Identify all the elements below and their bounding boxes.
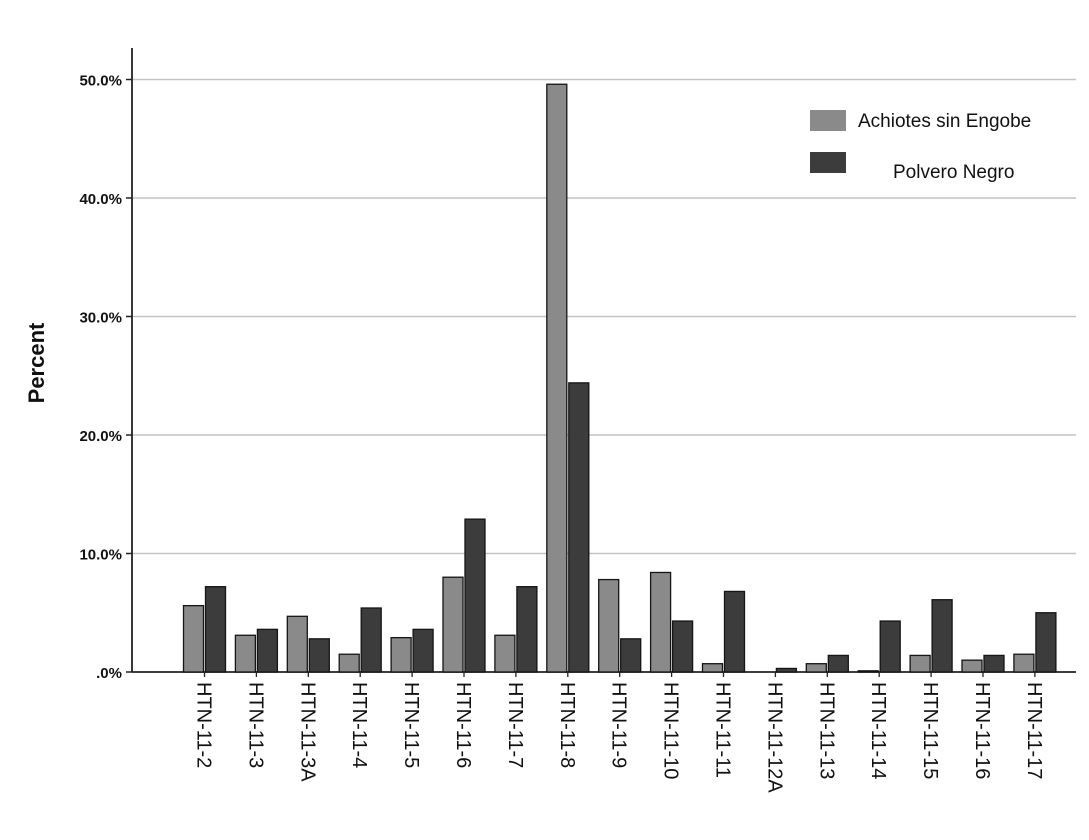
bar-achiotes-htn-11-13 [805, 663, 827, 673]
bar-polvero-htn-11-17 [1035, 612, 1057, 673]
x-tick-label: HTN-11-6 [452, 682, 474, 768]
bar-polvero-htn-11-15 [931, 599, 953, 673]
bars [182, 83, 1057, 673]
gridlines [132, 78, 1076, 555]
x-tick-label: HTN-11-14 [867, 682, 889, 779]
bar-achiotes-htn-11-7 [494, 634, 516, 673]
x-tick-label: HTN-11-2 [193, 682, 215, 768]
x-tick-label: HTN-11-10 [660, 682, 682, 779]
y-tick-label: 30.0% [79, 310, 122, 327]
bar-achiotes-htn-11-6 [442, 576, 464, 673]
x-tick-label: HTN-11-9 [608, 682, 630, 768]
bar-achiotes-htn-11-15 [909, 654, 931, 673]
bar-achiotes-htn-11-10 [649, 571, 672, 673]
x-tick-label: HTN-11-15 [919, 682, 941, 779]
x-tick-label: HTN-11-16 [971, 682, 993, 779]
bar-polvero-htn-11-9 [620, 638, 642, 673]
y-axis-title: Percent [24, 322, 49, 403]
bar-polvero-htn-11-2 [204, 586, 227, 673]
bar-polvero-htn-11-11 [723, 590, 746, 673]
legend-label-achiotes: Achiotes sin Engobe [858, 111, 1031, 132]
bar-achiotes-htn-11-2 [182, 604, 205, 673]
bar-polvero-htn-11-8 [568, 382, 590, 673]
bar-polvero-htn-11-13 [827, 654, 849, 673]
y-tick-label: .0% [96, 665, 122, 682]
bar-polvero-htn-11-3a [308, 638, 330, 673]
bar-achiotes-htn-11-5 [390, 636, 412, 673]
x-tick-label: HTN-11-8 [556, 682, 578, 768]
bar-achiotes-htn-11-16 [961, 659, 983, 673]
y-tick-label: 10.0% [79, 547, 122, 564]
bar-achiotes-htn-11-14 [857, 670, 879, 673]
y-tick-label: 20.0% [79, 428, 122, 445]
x-tick-label: HTN-11-5 [400, 682, 422, 768]
bar-achiotes-htn-11-4 [338, 653, 360, 673]
legend: Achiotes sin Engobe Polvero Negro [810, 110, 1031, 183]
x-tick-label: HTN-11-13 [815, 682, 837, 779]
bar-polvero-htn-11-10 [671, 620, 694, 673]
bar-polvero-htn-11-3 [256, 628, 279, 673]
x-tick-label: HTN-11-11 [712, 682, 734, 778]
category-labels: HTN-11-2 HTN-11-3 HTN-11-3A HTN-11-4 HTN-11-… [193, 682, 1045, 793]
bar-achiotes-htn-11-9 [598, 578, 620, 673]
y-tick-label: 50.0% [79, 73, 122, 90]
y-tick-label: 40.0% [79, 191, 122, 208]
bar-achiotes-htn-11-3a [286, 615, 308, 673]
bar-achiotes-htn-11-17 [1013, 653, 1035, 673]
bar-achiotes-htn-11-3 [234, 634, 257, 673]
bar-polvero-htn-11-4 [360, 607, 382, 673]
legend-swatch-achiotes [810, 110, 846, 131]
bar-polvero-htn-11-5 [412, 628, 434, 673]
bar-polvero-htn-11-14 [879, 620, 901, 673]
bar-polvero-htn-11-16 [983, 654, 1005, 673]
legend-swatch-polvero [810, 152, 846, 173]
bar-achiotes-htn-11-8 [546, 83, 568, 673]
bar-achiotes-htn-11-11 [701, 663, 724, 673]
bar-polvero-htn-11-12a [775, 667, 798, 673]
x-tick-label: HTN-11-4 [348, 682, 370, 768]
x-tick-label: HTN-11-3 [244, 682, 266, 768]
x-tick-label: HTN-11-3A [296, 682, 318, 782]
x-tick-label: HTN-11-12A [763, 682, 785, 793]
legend-label-polvero: Polvero Negro [893, 162, 1014, 183]
bar-polvero-htn-11-7 [516, 586, 538, 673]
x-tick-label: HTN-11-17 [1023, 682, 1045, 779]
x-tick-label: HTN-11-7 [504, 682, 526, 768]
bar-polvero-htn-11-6 [464, 518, 486, 673]
